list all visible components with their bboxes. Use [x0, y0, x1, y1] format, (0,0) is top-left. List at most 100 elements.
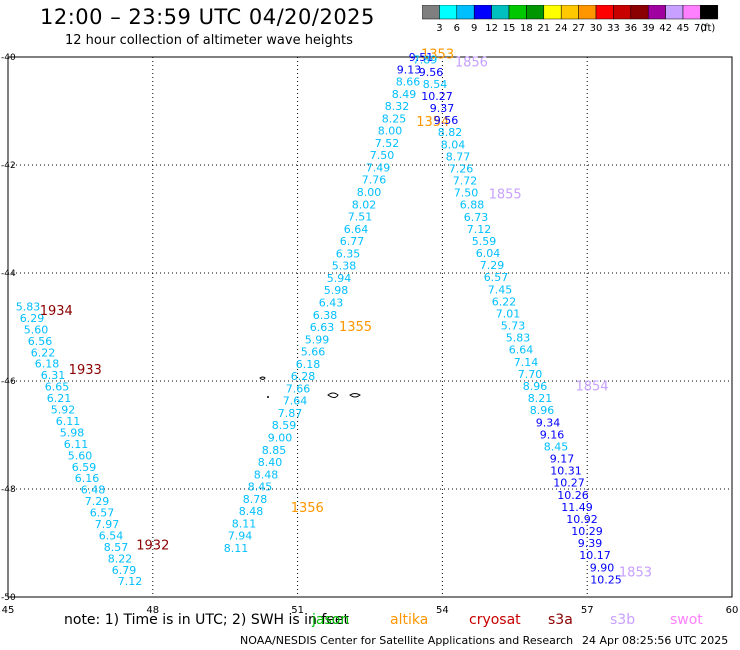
pass-time-label: 1355 [339, 320, 372, 335]
wave-height-value: 10.29 [571, 525, 603, 538]
satellite-legend-altika: altika [390, 612, 429, 628]
wave-height-value: 7.50 [454, 187, 479, 200]
wave-height-value: 6.73 [464, 211, 489, 224]
wave-height-value: 7.94 [228, 530, 253, 543]
wave-height-value: 6.11 [64, 438, 89, 451]
colorbar-tick-label: 45 [677, 23, 690, 34]
wave-height-value: 7.97 [95, 518, 120, 531]
pass-time-label: 1933 [69, 363, 102, 378]
y-tick-label: -50 [1, 593, 16, 603]
wave-height-value: 8.45 [248, 481, 273, 494]
pass-time-label: 1354 [416, 115, 449, 130]
satellite-legend-s3b: s3b [610, 612, 636, 628]
wave-height-value: 6.18 [296, 358, 321, 371]
wave-height-value: 6.28 [291, 370, 316, 383]
wave-height-value: 6.38 [313, 309, 338, 322]
wave-height-value: 10.31 [550, 465, 582, 478]
credit-text: NOAA/NESDIS Center for Satellite Applica… [240, 634, 574, 647]
island-outline [267, 396, 269, 398]
wave-height-value: 7.87 [278, 407, 303, 420]
colorbar-swatch [700, 5, 719, 20]
wave-height-value: 9.13 [397, 63, 422, 76]
wave-height-value: 6.43 [319, 296, 344, 309]
colorbar-tick-label: 27 [572, 23, 585, 34]
wave-height-value: 6.79 [112, 564, 137, 577]
wave-height-value: 6.11 [56, 415, 81, 428]
wave-height-value: 6.64 [509, 344, 534, 357]
wave-height-value: 10.25 [590, 573, 622, 586]
wave-height-value: 6.29 [20, 312, 45, 325]
wave-height-value: 9.56 [434, 114, 459, 127]
wave-height-value: 7.45 [488, 283, 513, 296]
wave-height-value: 9.16 [540, 428, 565, 441]
wave-height-value: 9.90 [590, 561, 615, 574]
page-title: 12:00 – 23:59 UTC 04/20/2025 [40, 5, 375, 29]
wave-height-value: 8.25 [382, 112, 407, 125]
wave-height-value: 8.66 [396, 76, 421, 89]
pass-time-label: 1353 [421, 47, 454, 62]
satellite-legend-s3a: s3a [548, 612, 573, 628]
wave-height-value: 5.60 [24, 323, 49, 336]
wave-height-value: 8.57 [104, 541, 129, 554]
wave-height-value: 6.18 [35, 358, 60, 371]
wave-height-value: 6.31 [41, 369, 66, 382]
wave-height-value: 5.59 [472, 235, 497, 248]
wave-height-value: 7.52 [375, 137, 400, 150]
wave-height-value: 7.12 [467, 223, 492, 236]
wave-height-value: 6.65 [45, 381, 70, 394]
wave-height-value: 7.72 [453, 175, 478, 188]
wave-height-value: 9.34 [536, 416, 561, 429]
wave-height-value: 9.51 [409, 51, 434, 64]
wave-height-value: 6.54 [99, 529, 124, 542]
wave-height-value: 8.22 [108, 552, 133, 565]
wave-height-value: 9.56 [419, 66, 444, 79]
note-text: note: 1) Time is in UTC; 2) SWH is in fe… [64, 612, 350, 628]
island-outline [349, 393, 361, 398]
wave-height-value: 6.63 [310, 321, 335, 334]
colorbar-unit: (ft) [700, 23, 715, 34]
wave-height-value: 6.35 [336, 247, 361, 260]
wave-height-value: 5.99 [305, 333, 330, 346]
pass-time-label: 1934 [40, 304, 73, 319]
wave-height-value: 8.11 [232, 517, 257, 530]
x-tick-label: 60 [726, 605, 739, 616]
wave-height-value: 8.48 [239, 505, 264, 518]
wave-height-value: 9.39 [578, 537, 603, 550]
wave-height-value: 8.82 [438, 126, 463, 139]
pass-time-label: 1853 [619, 566, 652, 581]
wave-height-value: 6.04 [476, 247, 501, 260]
x-tick-label: 57 [581, 605, 594, 616]
colorbar-tick-label: 24 [555, 23, 568, 34]
colorbar-tick-label: 12 [485, 23, 498, 34]
wave-height-value: 5.83 [506, 332, 531, 345]
colorbar-tick-label: 3 [436, 23, 442, 34]
wave-height-value: 8.21 [528, 392, 553, 405]
wave-height-value: 10.26 [557, 489, 589, 502]
wave-height-value: 5.94 [327, 272, 352, 285]
wave-height-value: 8.96 [530, 404, 555, 417]
colorbar-tick-label: 39 [642, 23, 655, 34]
wave-height-value: 10.27 [421, 90, 453, 103]
wave-height-value: 7.51 [348, 211, 373, 224]
page-subtitle: 12 hour collection of altimeter wave hei… [65, 33, 353, 48]
colorbar-tick-label: 70 [694, 23, 707, 34]
satellite-legend-jason: jason [312, 612, 350, 628]
wave-height-value: 8.78 [243, 493, 268, 506]
wave-height-value: 9.00 [268, 432, 293, 445]
wave-height-value: 11.49 [561, 501, 593, 514]
pass-time-label: 1855 [489, 188, 522, 203]
wave-height-value: 5.73 [501, 320, 526, 333]
wave-height-value: 5.38 [332, 260, 357, 273]
wave-height-value: 6.64 [344, 223, 369, 236]
wave-height-value: 10.92 [566, 513, 598, 526]
pass-time-label: 1356 [291, 501, 324, 516]
wave-height-value: 6.77 [340, 235, 365, 248]
satellite-legend-swot: swot [670, 612, 703, 628]
colorbar-tick-label: 36 [624, 23, 637, 34]
wave-height-value: 5.92 [51, 404, 76, 417]
wave-height-value: 8.32 [385, 100, 410, 113]
colorbar-tick-label: 6 [454, 23, 460, 34]
pass-time-label: 1856 [455, 55, 488, 70]
wave-height-value: 8.40 [258, 456, 283, 469]
